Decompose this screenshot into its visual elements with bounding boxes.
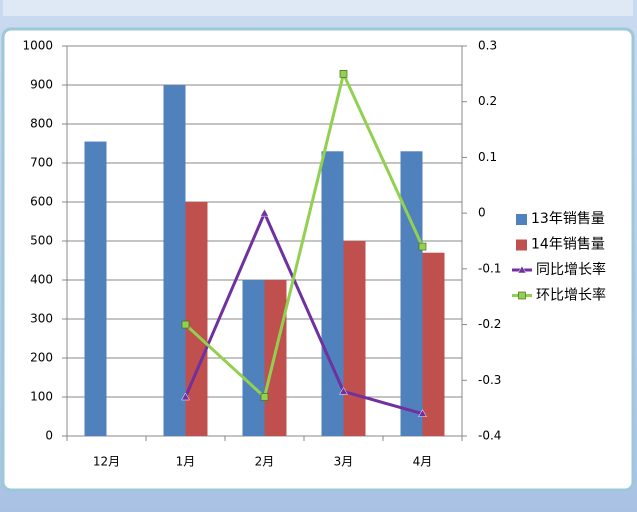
- bar: [343, 241, 366, 436]
- y2-tick-label: -0.3: [478, 373, 501, 387]
- line-marker: [181, 320, 190, 329]
- y2-tick-label: -0.4: [478, 429, 501, 443]
- line-marker: [339, 386, 348, 395]
- y2-tick-label: 0.3: [478, 39, 497, 53]
- bar: [163, 85, 186, 436]
- bar: [84, 141, 107, 437]
- line-marker: [418, 242, 427, 251]
- line-marker: [181, 392, 190, 401]
- x-tick-label: 2月: [255, 455, 275, 469]
- bar: [242, 280, 265, 436]
- y2-tick-label: 0.2: [478, 94, 497, 108]
- legend-marker: [517, 265, 527, 274]
- bar: [321, 151, 344, 437]
- line-marker: [260, 393, 269, 401]
- legend-swatch: [516, 239, 527, 251]
- bar: [422, 252, 445, 436]
- legend-label: 13年销售量: [531, 211, 605, 227]
- y-tick-label: 700: [30, 156, 53, 170]
- y-tick-label: 900: [30, 78, 53, 92]
- legend-label: 环比增长率: [536, 287, 606, 304]
- x-tick-label: 12月: [93, 455, 120, 469]
- x-tick-label: 3月: [334, 455, 354, 469]
- y-tick-label: 0: [45, 429, 53, 443]
- chart-frame: [1, 27, 635, 492]
- legend-label: 同比增长率: [536, 261, 606, 278]
- y-tick-label: 100: [30, 390, 53, 404]
- y-tick-label: 800: [30, 117, 53, 131]
- y-tick-label: 1000: [22, 39, 53, 53]
- y-tick-label: 400: [30, 273, 53, 287]
- line-marker: [339, 70, 348, 78]
- window-band: [3, 0, 633, 16]
- x-tick-label: 1月: [176, 455, 196, 469]
- x-tick-label: 4月: [413, 455, 433, 469]
- legend-marker: [518, 291, 526, 300]
- line: [184, 211, 423, 416]
- y2-tick-label: -0.2: [478, 317, 501, 331]
- legend-swatch: [516, 214, 527, 225]
- legend-label: 14年销售量: [531, 237, 605, 253]
- y-tick-label: 500: [30, 234, 53, 248]
- line: [184, 72, 424, 399]
- y-tick-label: 600: [30, 195, 53, 209]
- y-tick-label: 300: [30, 312, 53, 326]
- y2-tick-label: 0.1: [478, 150, 497, 164]
- bar: [185, 202, 208, 436]
- bar: [400, 151, 423, 437]
- line-marker: [418, 409, 427, 417]
- y2-tick-label: -0.1: [478, 261, 501, 275]
- y2-tick-label: 0: [478, 206, 486, 220]
- line-marker: [260, 208, 269, 217]
- y-tick-label: 200: [30, 351, 53, 365]
